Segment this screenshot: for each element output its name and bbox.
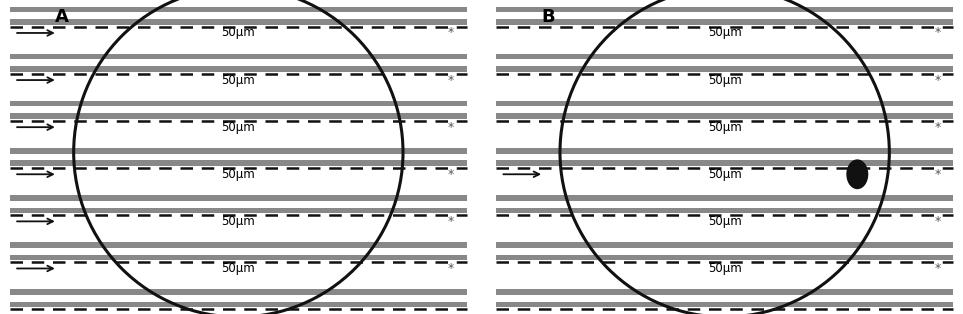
Text: 50μm: 50μm <box>221 168 255 181</box>
Bar <box>10 54 467 59</box>
Bar <box>496 208 953 213</box>
Bar <box>10 302 467 307</box>
Text: 50μm: 50μm <box>708 73 742 87</box>
Text: 50μm: 50μm <box>221 215 255 228</box>
Text: 50μm: 50μm <box>221 73 255 87</box>
Bar <box>10 289 467 295</box>
Text: *: * <box>448 168 455 181</box>
Bar <box>496 242 953 248</box>
Bar <box>496 7 953 12</box>
Bar <box>496 160 953 166</box>
Text: *: * <box>934 168 941 181</box>
Text: 50μm: 50μm <box>221 26 255 40</box>
Text: 50μm: 50μm <box>708 121 742 134</box>
Text: 50μm: 50μm <box>221 262 255 275</box>
Text: *: * <box>448 262 455 275</box>
Text: *: * <box>934 262 941 275</box>
Bar <box>496 302 953 307</box>
Bar <box>496 66 953 72</box>
Bar <box>10 242 467 248</box>
Text: *: * <box>448 26 455 40</box>
Text: *: * <box>934 73 941 87</box>
Bar <box>496 101 953 106</box>
Text: *: * <box>448 73 455 87</box>
Text: 50μm: 50μm <box>221 121 255 134</box>
Bar <box>10 148 467 154</box>
Text: 50μm: 50μm <box>708 215 742 228</box>
Bar <box>10 19 467 25</box>
Bar <box>496 289 953 295</box>
Text: A: A <box>56 8 69 26</box>
Text: *: * <box>934 26 941 40</box>
Bar <box>496 54 953 59</box>
Bar <box>10 66 467 72</box>
Bar <box>10 208 467 213</box>
Text: 50μm: 50μm <box>708 262 742 275</box>
Bar <box>496 148 953 154</box>
Bar <box>10 113 467 119</box>
Bar <box>10 7 467 12</box>
Bar <box>496 19 953 25</box>
Text: *: * <box>448 121 455 134</box>
Ellipse shape <box>846 160 869 189</box>
Bar <box>10 160 467 166</box>
Bar <box>496 113 953 119</box>
Text: *: * <box>934 121 941 134</box>
Bar <box>496 255 953 260</box>
Text: 50μm: 50μm <box>708 26 742 40</box>
Text: B: B <box>541 8 556 26</box>
Text: *: * <box>448 215 455 228</box>
Text: *: * <box>934 215 941 228</box>
Bar <box>10 255 467 260</box>
Bar <box>10 101 467 106</box>
Text: 50μm: 50μm <box>708 168 742 181</box>
Bar <box>10 195 467 201</box>
Bar <box>496 195 953 201</box>
